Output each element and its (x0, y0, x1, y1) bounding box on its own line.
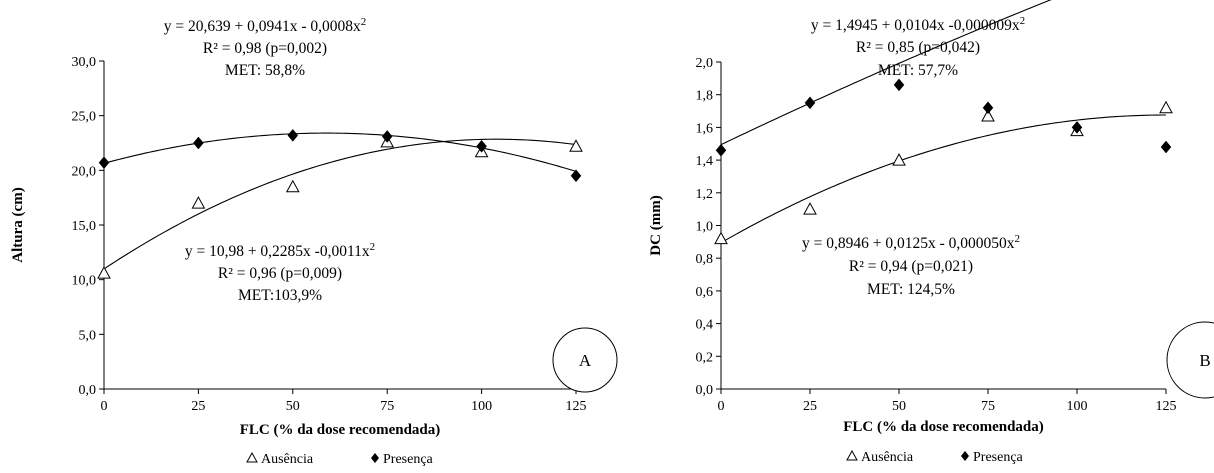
x-tick-label: 100 (1067, 399, 1088, 414)
equation-presenca: y = 20,639 + 0,0941x - 0,0008x2 R² = 0,98… (164, 16, 367, 79)
data-point-presenca (1160, 140, 1172, 154)
fit-curve-ausência (720, 114, 1167, 244)
fit-curve-ausência (103, 138, 577, 270)
data-point-ausencia (981, 108, 995, 122)
y-tick-label: 20,0 (72, 164, 97, 179)
data-point-presenca (381, 130, 393, 143)
superscript: 2 (370, 241, 376, 253)
y-tick-label: 15,0 (72, 219, 97, 234)
y-tick-label: 0,0 (696, 383, 714, 398)
y-tick-label: 1,8 (696, 89, 714, 104)
y-tick-label: 0,0 (79, 383, 97, 398)
legend-marker-presenca (961, 451, 969, 461)
data-point-ausencia (714, 231, 728, 245)
data-point-presenca (1071, 121, 1083, 134)
y-tick-label: 0,8 (696, 252, 714, 267)
equation-presenca: y = 1,4945 + 0,0104x -0,000009x2 R² = 0,8… (811, 15, 1025, 79)
legend-marker-presenca (371, 453, 379, 463)
fit-curve-presença (720, 0, 1052, 146)
x-axis-title: FLC (% da dose recomendada) (240, 422, 441, 438)
equation-line: MET: 57,7% (878, 62, 958, 79)
legend: Ausência Presença (846, 449, 1024, 465)
legend-marker-ausencia (246, 451, 258, 463)
equation-line: MET: 58,8% (225, 62, 305, 79)
data-point-presenca (287, 128, 299, 142)
data-point-ausencia (285, 179, 300, 193)
x-tick-label: 125 (566, 399, 587, 414)
equation-ausencia: y = 10,98 + 0,2285x -0,0011x2 R² = 0,96 (… (185, 241, 375, 304)
data-point-ausencia (569, 139, 583, 152)
chart-panel-B: 0,0 0,2 0,4 0,6 0,8 1,0 1,2 1,4 1,6 1,8 2,0 0 25 50 75… (648, 0, 1214, 465)
panel-label-circle (1166, 321, 1214, 399)
panel-label: B (1199, 351, 1210, 370)
data-point-ausencia (892, 153, 906, 166)
equation-line: y = 1,4945 + 0,0104x -0,000009x2 (811, 15, 1025, 34)
x-tick-label: 0 (718, 399, 725, 414)
y-tick-label: 2,0 (696, 56, 714, 71)
data-point-ausencia (1159, 100, 1173, 114)
x-tick-label: 75 (380, 399, 394, 414)
data-point-ausencia (803, 202, 817, 215)
y-tick-label: 1,0 (696, 220, 714, 235)
y-tick-label: 1,2 (696, 187, 714, 202)
y-tick-label: 1,4 (696, 154, 714, 169)
data-point-presenca (570, 169, 582, 183)
x-tick-label: 50 (892, 399, 906, 414)
data-point-presenca (476, 139, 487, 153)
superscript: 2 (1020, 15, 1026, 27)
equation-line: R² = 0,94 (p=0,021) (849, 258, 973, 275)
x-tick-label: 0 (101, 399, 108, 414)
legend-label-presenca: Presença (973, 450, 1024, 465)
y-tick-label: 25,0 (72, 110, 97, 125)
y-tick-label: 10,0 (72, 274, 97, 289)
x-tick-label: 50 (286, 399, 300, 414)
y-tick-label: 1,6 (696, 121, 714, 136)
x-tick-label: 100 (471, 399, 492, 414)
y-axis-title: DC (mm) (648, 195, 664, 255)
y-tick-label: 0,6 (696, 285, 714, 300)
equation-line: R² = 0,96 (p=0,009) (218, 265, 342, 282)
equation-ausencia: y = 0,8946 + 0,0125x - 0,000050x2 R² = 0,… (802, 233, 1020, 298)
data-point-ausencia (191, 196, 206, 209)
panel-label-circle (552, 327, 618, 393)
y-axis-title: Altura (cm) (10, 187, 26, 262)
equation-line: y = 20,639 + 0,0941x - 0,0008x2 (164, 16, 367, 35)
panel-label: A (579, 351, 592, 370)
equation-line: R² = 0,85 (p=0,042) (856, 39, 980, 56)
chart-panel-A: 0,0 5,0 10,0 15,0 20,0 25,0 30,0 0 25 50 75 100 125 F… (10, 16, 618, 467)
superscript: 2 (1015, 233, 1021, 245)
x-tick-label: 25 (191, 399, 205, 414)
y-tick-label: 5,0 (79, 328, 97, 343)
fit-curve-presença (103, 132, 577, 172)
data-point-presenca (982, 101, 994, 115)
x-tick-label: 75 (981, 399, 995, 414)
equation-line: MET: 124,5% (867, 281, 955, 298)
legend-label-ausencia: Ausência (861, 450, 914, 465)
x-tick-label: 125 (1156, 399, 1177, 414)
y-tick-label: 0,2 (696, 350, 714, 365)
legend-label-ausencia: Ausência (261, 452, 314, 467)
equation-line: y = 0,8946 + 0,0125x - 0,000050x2 (802, 233, 1020, 252)
data-point-presenca (193, 136, 204, 150)
data-point-presenca (804, 96, 816, 110)
data-point-presenca (893, 78, 905, 92)
legend-marker-ausencia (846, 449, 858, 461)
x-tick-label: 25 (803, 399, 817, 414)
data-point-presenca (715, 143, 727, 157)
x-axis-title: FLC (% da dose recomendada) (843, 419, 1044, 435)
data-point-ausencia (97, 266, 111, 279)
legend: Ausência Presença (246, 451, 434, 467)
y-tick-label: 0,4 (696, 318, 714, 333)
equation-line: y = 10,98 + 0,2285x -0,0011x2 (185, 241, 375, 260)
superscript: 2 (361, 16, 367, 28)
y-tick-label: 30,0 (72, 55, 97, 70)
equation-line: MET:103,9% (238, 287, 322, 304)
equation-line: R² = 0,98 (p=0,002) (203, 40, 327, 57)
data-point-presenca (98, 156, 110, 170)
legend-label-presenca: Presença (383, 452, 434, 467)
